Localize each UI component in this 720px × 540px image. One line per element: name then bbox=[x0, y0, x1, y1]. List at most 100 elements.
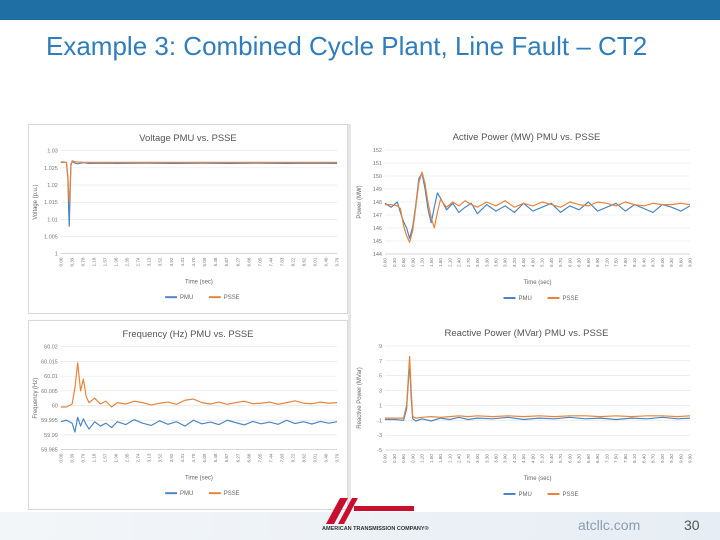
y-tick-label: 1.025 bbox=[44, 166, 58, 172]
legend-label-pmu: PMU bbox=[519, 492, 532, 498]
x-tick-label: 9.01 bbox=[313, 453, 318, 462]
x-tick-label: 3.90 bbox=[503, 454, 508, 463]
x-tick-label: 4.80 bbox=[530, 454, 535, 463]
top-bar bbox=[0, 0, 720, 20]
x-tick-label: 8.70 bbox=[651, 454, 656, 463]
chart-title: Reactive Power (MVar) PMU vs. PSSE bbox=[444, 328, 608, 339]
y-axis-label: Reactive Power (MVar) bbox=[357, 367, 363, 429]
x-tick-label: 6.90 bbox=[595, 454, 600, 463]
y-tick-label: 147 bbox=[373, 213, 382, 219]
x-tick-label: 2.10 bbox=[447, 454, 452, 463]
x-tick-label: 1.57 bbox=[103, 257, 108, 266]
logo-bar bbox=[354, 506, 414, 511]
legend-label-psse: PSSE bbox=[224, 295, 240, 301]
x-tick-label: 9.79 bbox=[335, 257, 340, 266]
atc-logo: AMERICAN TRANSMISSION COMPANY® bbox=[318, 492, 468, 532]
x-tick-label: 0.90 bbox=[410, 258, 415, 267]
chart-title: Frequency (Hz) PMU vs. PSSE bbox=[123, 328, 254, 339]
x-tick-label: 0.79 bbox=[81, 453, 86, 462]
x-tick-label: 9.60 bbox=[678, 454, 683, 463]
x-tick-label: 0.60 bbox=[401, 258, 406, 267]
x-tick-label: 0.78 bbox=[80, 257, 85, 266]
voltage-chart: Voltage PMU vs. PSSE 1 1.005 1.01 1.015 1.02 1… bbox=[33, 132, 340, 301]
x-tick-label: 3.30 bbox=[484, 454, 489, 463]
page-number: 30 bbox=[684, 517, 700, 533]
y-tick-label: 7 bbox=[379, 359, 382, 365]
x-tick-label: 5.40 bbox=[549, 454, 554, 463]
y-tick-label: 148 bbox=[373, 200, 382, 206]
x-tick-label: 4.20 bbox=[512, 454, 517, 463]
y-tick-label: 1.03 bbox=[47, 149, 58, 155]
x-axis-label: Time (sec) bbox=[185, 279, 213, 285]
x-tick-label: 9.90 bbox=[688, 454, 693, 463]
x-tick-label: 5.40 bbox=[549, 258, 554, 267]
x-tick-label: 1.20 bbox=[420, 454, 425, 463]
x-tick-label: 7.20 bbox=[604, 258, 609, 267]
x-tick-label: 7.83 bbox=[279, 453, 284, 462]
x-tick-label: 3.60 bbox=[494, 258, 499, 267]
x-tick-label: 9.40 bbox=[324, 453, 329, 462]
x-tick-label: 1.80 bbox=[438, 454, 443, 463]
x-tick-label: 0.00 bbox=[58, 453, 63, 462]
y-tick-label: 152 bbox=[373, 148, 382, 154]
x-tick-label: 9.40 bbox=[324, 257, 329, 266]
x-tick-label: 7.80 bbox=[623, 258, 628, 267]
x-tick-label: 1.50 bbox=[429, 258, 434, 267]
series-line-psse bbox=[385, 171, 691, 243]
series-line-psse bbox=[60, 160, 338, 203]
series-line-psse bbox=[60, 362, 338, 408]
series-line-pmu bbox=[60, 416, 338, 433]
x-tick-label: 0.00 bbox=[383, 454, 388, 463]
y-tick-label: 60.01 bbox=[44, 374, 58, 380]
x-tick-label: 7.44 bbox=[268, 257, 273, 266]
y-tick-label: 59.985 bbox=[41, 448, 58, 454]
x-tick-label: 4.70 bbox=[191, 257, 196, 266]
y-tick-label: 145 bbox=[373, 239, 382, 245]
x-tick-label: 6.30 bbox=[577, 258, 582, 267]
x-tick-label: 1.18 bbox=[92, 453, 97, 462]
series-line-pmu bbox=[60, 161, 338, 227]
x-tick-label: 5.10 bbox=[540, 258, 545, 267]
y-tick-label: 59.99 bbox=[44, 433, 58, 439]
x-tick-label: 6.66 bbox=[246, 257, 251, 266]
x-tick-label: 0.39 bbox=[69, 453, 74, 462]
y-tick-label: 146 bbox=[373, 226, 382, 232]
x-tick-label: 7.80 bbox=[623, 454, 628, 463]
y-tick-label: 1.02 bbox=[47, 183, 58, 189]
x-tick-label: 5.70 bbox=[558, 258, 563, 267]
x-tick-label: 2.35 bbox=[125, 257, 130, 266]
x-tick-label: 1.96 bbox=[114, 257, 119, 266]
x-tick-label: 6.30 bbox=[577, 454, 582, 463]
x-tick-label: 6.60 bbox=[586, 454, 591, 463]
x-tick-label: 4.20 bbox=[512, 258, 517, 267]
x-tick-label: 9.30 bbox=[669, 258, 674, 267]
x-tick-label: 6.00 bbox=[567, 258, 572, 267]
voltage-chart-panel: Voltage PMU vs. PSSE 1 1.005 1.01 1.015 1.02 1… bbox=[28, 124, 348, 314]
y-tick-label: 3 bbox=[379, 389, 382, 395]
x-tick-label: 3.00 bbox=[475, 258, 480, 267]
x-tick-label: 2.74 bbox=[136, 453, 141, 462]
x-tick-label: 2.35 bbox=[125, 453, 130, 462]
x-tick-label: 3.90 bbox=[503, 258, 508, 267]
x-tick-label: 5.09 bbox=[202, 257, 207, 266]
x-tick-label: 5.87 bbox=[224, 257, 229, 266]
x-tick-label: 3.92 bbox=[169, 453, 174, 462]
legend-label-psse: PSSE bbox=[224, 491, 240, 497]
x-tick-label: 4.70 bbox=[191, 453, 196, 462]
x-tick-label: 6.00 bbox=[567, 454, 572, 463]
series-line-psse bbox=[385, 355, 691, 419]
x-tick-label: 3.52 bbox=[158, 453, 163, 462]
y-tick-label: 5 bbox=[379, 374, 382, 380]
x-tick-label: 3.60 bbox=[494, 454, 499, 463]
website-link[interactable]: atcllc.com bbox=[578, 517, 641, 533]
x-tick-label: 9.60 bbox=[678, 258, 683, 267]
x-tick-label: 9.00 bbox=[660, 258, 665, 267]
x-tick-label: 6.66 bbox=[246, 453, 251, 462]
x-tick-label: 2.74 bbox=[136, 257, 141, 266]
x-tick-label: 8.10 bbox=[632, 454, 637, 463]
x-tick-label: 7.05 bbox=[257, 257, 262, 266]
y-tick-label: 150 bbox=[373, 174, 382, 180]
x-tick-label: 3.52 bbox=[158, 257, 163, 266]
logo-slash-2 bbox=[338, 498, 358, 524]
x-tick-label: 1.50 bbox=[429, 454, 434, 463]
